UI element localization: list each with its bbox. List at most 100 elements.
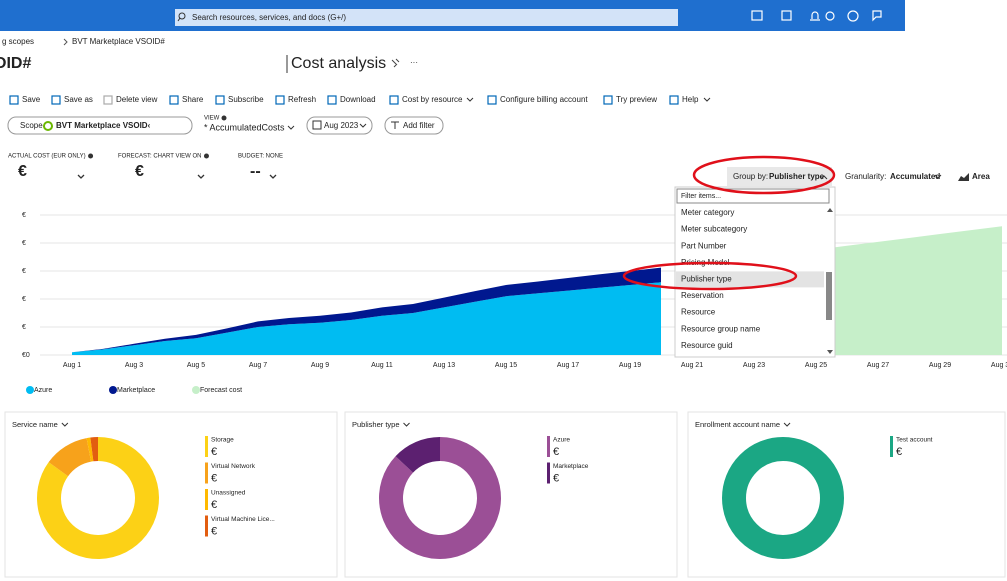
group-by-button[interactable] (727, 167, 832, 186)
scope-label: Scope : (20, 121, 47, 130)
x-tick-label: Aug 1 (63, 362, 81, 369)
y-tick-label: € (22, 296, 26, 303)
card-title[interactable]: Service name (12, 420, 58, 429)
x-tick-label: Aug 7 (249, 362, 267, 369)
toolbar-icon (9, 95, 19, 105)
x-tick-label: Aug 9 (311, 362, 329, 369)
toolbar-icon (215, 95, 225, 105)
highlight-ellipse (622, 261, 798, 291)
toolbar-button[interactable]: Refresh (288, 95, 316, 104)
x-tick-label: Aug 11 (371, 362, 393, 369)
scroll-down[interactable] (827, 350, 833, 354)
settings-icon[interactable] (825, 11, 835, 21)
toolbar-button[interactable]: Subscribe (228, 95, 264, 104)
x-tick-label: Aug 17 (557, 362, 579, 369)
toolbar-button[interactable]: Share (182, 95, 204, 104)
info-icon (221, 115, 227, 121)
dropdown-item[interactable]: Meter subcategory (681, 225, 747, 234)
chevron (197, 174, 205, 179)
chevron (61, 422, 69, 427)
scope-value: BVT Marketplace VSOID‹ (56, 121, 151, 130)
cloud-shell-icon[interactable] (751, 10, 763, 21)
legend-label[interactable]: Virtual Network (211, 463, 256, 470)
toolbar-icon (487, 95, 497, 105)
feedback-icon[interactable] (872, 10, 882, 22)
area (72, 282, 661, 355)
card-title[interactable]: Enrollment account name (695, 420, 780, 429)
directory-icon[interactable] (781, 10, 792, 21)
scroll-thumb[interactable] (826, 272, 832, 320)
toolbar-icon (603, 95, 613, 105)
view-value[interactable]: * AccumulatedCosts (204, 122, 285, 132)
add-filter-pill[interactable] (384, 116, 444, 135)
legend-label[interactable]: Azure (553, 437, 570, 444)
toolbar-button[interactable]: Help (682, 95, 699, 104)
y-tick-label: € (22, 240, 26, 247)
area-icon (958, 173, 969, 181)
toolbar-button[interactable]: Try preview (616, 95, 657, 104)
legend-label[interactable]: Azure (34, 387, 52, 394)
legend-label[interactable]: Storage (211, 437, 234, 444)
toolbar-button[interactable]: Save as (64, 95, 93, 104)
breadcrumb[interactable]: BVT Marketplace VSOID# (72, 37, 165, 46)
dropdown-item[interactable]: Publisher type (681, 275, 732, 284)
legend-value: € (553, 446, 559, 458)
legend-label[interactable]: Test account (896, 437, 933, 444)
calendar-icon (312, 120, 322, 130)
search-box[interactable] (175, 9, 678, 26)
chart-view[interactable]: Area (972, 172, 990, 181)
scroll-up[interactable] (827, 208, 833, 212)
scope-pill[interactable] (7, 116, 193, 135)
toolbar-icon (327, 95, 337, 105)
more-button[interactable]: ··· (410, 58, 418, 67)
legend-label[interactable]: Virtual Machine Lice... (211, 516, 275, 523)
dropdown-item[interactable]: Resource group name (681, 324, 761, 333)
breadcrumb[interactable]: g scopes (2, 37, 34, 46)
granularity-value[interactable]: Accumulated (890, 172, 940, 181)
y-tick-label: €0 (22, 352, 30, 359)
donut-slice (36, 437, 159, 560)
donut-slice (48, 438, 92, 477)
toolbar-button[interactable]: Delete view (116, 95, 158, 104)
dropdown-item[interactable]: Part Number (681, 241, 727, 250)
legend-marker (109, 386, 117, 394)
breadcrumb-separator (63, 38, 68, 46)
kpi-value: € (135, 163, 144, 180)
legend-value: € (553, 472, 559, 484)
info-icon (203, 153, 209, 159)
x-tick-label: Aug 3 (125, 362, 143, 369)
chevron (934, 174, 942, 179)
dropdown-item[interactable]: Resource guid (681, 341, 733, 350)
legend-label[interactable]: Forecast cost (200, 387, 242, 394)
toolbar-button[interactable]: Configure billing account (500, 95, 588, 104)
y-tick-label: € (22, 212, 26, 219)
dropdown: Filter items... Meter category Meter subca… (674, 186, 836, 358)
top-icons (751, 10, 882, 22)
legend-marker (26, 386, 34, 394)
search-icon (178, 12, 186, 20)
legend-label[interactable]: Marketplace (553, 463, 589, 470)
legend-bar (205, 436, 208, 457)
legend-label[interactable]: Marketplace (117, 387, 155, 394)
chevron (820, 175, 828, 180)
toolbar-button[interactable]: Cost by resource (402, 95, 463, 104)
selected-row (676, 271, 824, 288)
dropdown-item[interactable]: Meter category (681, 208, 734, 217)
donut-slice (395, 437, 440, 473)
card-title[interactable]: Publisher type (352, 420, 400, 429)
kpi-value: -- (250, 163, 261, 180)
toolbar-button[interactable]: Save (22, 95, 41, 104)
search-icon (177, 17, 181, 22)
legend-label[interactable]: Unassigned (211, 490, 246, 497)
dropdown-item[interactable]: Reservation (681, 291, 724, 300)
date-pill[interactable] (306, 116, 373, 135)
toolbar-button[interactable]: Download (340, 95, 376, 104)
bell-icon[interactable] (810, 11, 820, 21)
legend-value: € (211, 525, 217, 537)
chevron (466, 97, 474, 102)
granularity-label[interactable]: Granularity: (845, 172, 886, 181)
dropdown-item[interactable]: Resource (681, 308, 716, 317)
help-icon[interactable] (847, 10, 859, 22)
pin-icon[interactable] (391, 58, 400, 68)
